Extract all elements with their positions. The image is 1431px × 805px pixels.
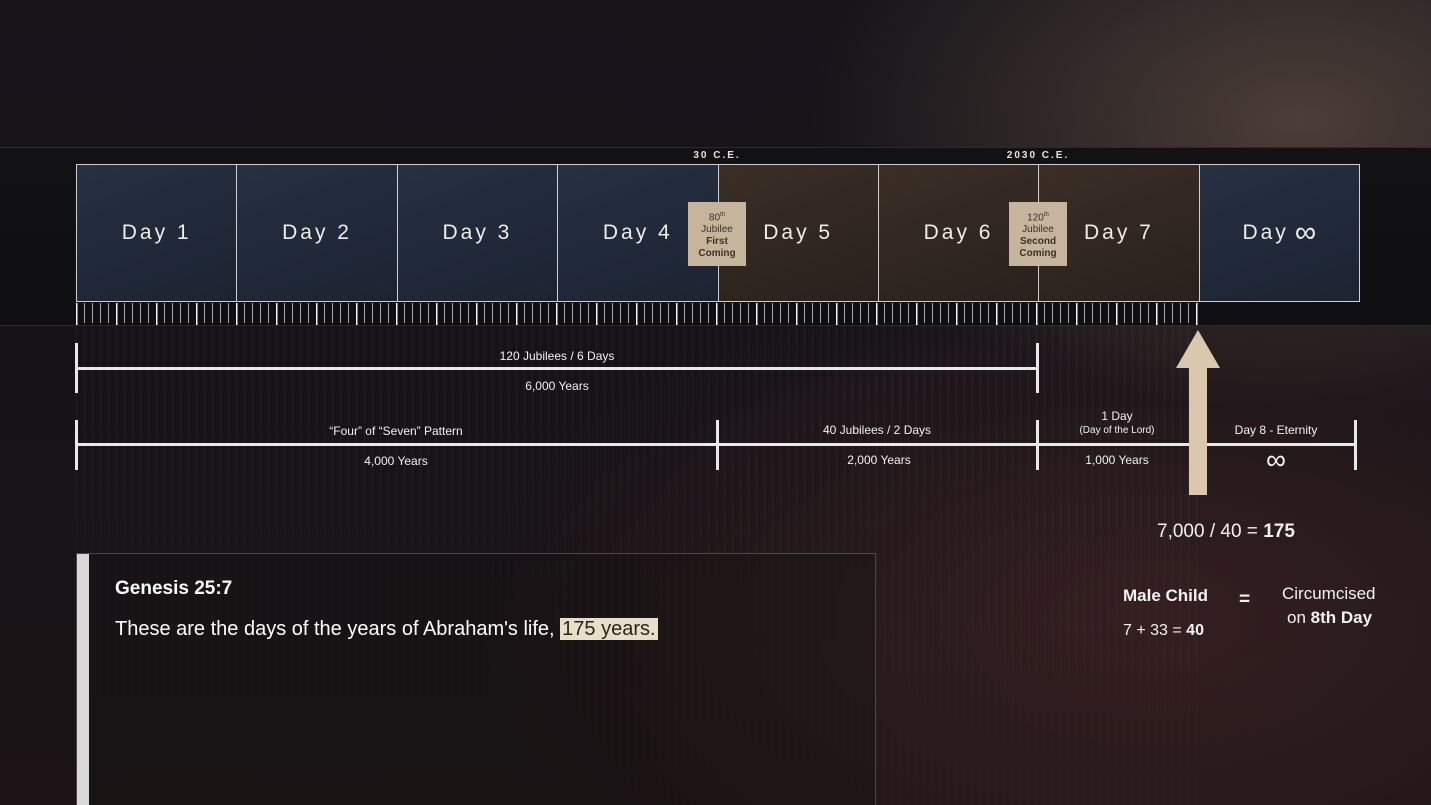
day-1-cell: Day 1 bbox=[77, 165, 238, 301]
male-child-label: Male Child bbox=[1123, 586, 1209, 605]
scripture-panel: Genesis 25:7 These are the days of the y… bbox=[76, 553, 876, 805]
jubilee-120-box: 120th Jubilee Second Coming bbox=[1009, 202, 1067, 266]
jubilee-80-box: 80th Jubilee First Coming bbox=[688, 202, 746, 266]
circumcised-label: Circumcised bbox=[1282, 584, 1376, 603]
span-6000-bottom-label: 6,000 Years bbox=[525, 379, 589, 393]
span-row2-cap-end bbox=[1354, 420, 1357, 470]
jubilee-80-number: 80th bbox=[708, 212, 726, 224]
scripture-accent-bar bbox=[77, 554, 89, 805]
day-7-label: Day 7 bbox=[1084, 221, 1154, 244]
span-row2-cap-4000 bbox=[716, 420, 719, 470]
day-2-label: Day 2 bbox=[282, 221, 352, 244]
years-2000-label: 2,000 Years bbox=[847, 453, 911, 467]
day-5-label: Day 5 bbox=[763, 221, 834, 244]
day-4-label: Day 4 bbox=[602, 221, 673, 244]
equation-result: 175 bbox=[1263, 521, 1295, 542]
day-3-cell: Day 3 bbox=[397, 165, 559, 301]
on-8th-day-label: on 8th Day bbox=[1287, 608, 1373, 627]
equation-lhs: 7,000 / 40 = bbox=[1157, 521, 1258, 542]
jubilee-80-first: First bbox=[706, 236, 728, 248]
scripture-reference: Genesis 25:7 bbox=[115, 578, 233, 599]
eternity-infinity-icon: ∞ bbox=[1266, 444, 1286, 475]
day-8-arrow-icon bbox=[1176, 330, 1220, 495]
span-row2-cap-start bbox=[75, 420, 78, 470]
marker-30-ce: 30 C.E. bbox=[693, 150, 741, 161]
years-4000-label: 4,000 Years bbox=[364, 454, 428, 468]
jubilee-120-coming: Coming bbox=[1019, 248, 1057, 260]
jubilee-80-coming: Coming bbox=[698, 248, 736, 260]
years-1000-label: 1,000 Years bbox=[1085, 453, 1149, 467]
day-6-label: Day 6 bbox=[923, 221, 994, 244]
male-child-calc: 7 + 33 = 40 bbox=[1123, 622, 1204, 639]
scripture-text: These are the days of the years of Abrah… bbox=[115, 618, 658, 640]
jubilee-120-word: Jubilee bbox=[1022, 224, 1054, 236]
equals-sign: = bbox=[1239, 589, 1251, 610]
one-day-label: 1 Day bbox=[1101, 409, 1133, 423]
span-6000-top-label: 120 Jubilees / 6 Days bbox=[499, 349, 615, 363]
day-2-cell: Day 2 bbox=[237, 165, 398, 301]
four-of-seven-label: “Four” of “Seven” Pattern bbox=[329, 424, 463, 438]
jubilees-40-label: 40 Jubilees / 2 Days bbox=[822, 423, 932, 437]
band-bottom-edge bbox=[0, 325, 1431, 326]
infinity-icon: ∞ bbox=[1294, 216, 1317, 249]
band-top-edge bbox=[0, 147, 1431, 148]
day-of-the-lord-label: (Day of the Lord) bbox=[1079, 425, 1155, 436]
day-1-label: Day 1 bbox=[121, 221, 192, 244]
span-6000-line bbox=[76, 367, 1039, 370]
jubilee-80-word: Jubilee bbox=[701, 224, 733, 236]
day-3-label: Day 3 bbox=[442, 221, 513, 244]
day-infinity-cell: Day ∞ bbox=[1199, 165, 1359, 301]
tick-ruler-major bbox=[76, 303, 1198, 325]
equation-7000-40: 7,000 / 40 = 175 bbox=[1157, 521, 1295, 543]
span-row2-cap-6000 bbox=[1036, 420, 1039, 470]
day-7-cell: Day 7 bbox=[1039, 165, 1200, 301]
jubilee-120-second: Second bbox=[1019, 236, 1057, 248]
jubilee-120-number: 120th bbox=[1027, 212, 1049, 224]
marker-2030-ce: 2030 C.E. bbox=[1006, 150, 1070, 161]
day-8-eternity-label: Day 8 - Eternity bbox=[1234, 423, 1318, 437]
day-infinity-label: Day bbox=[1242, 221, 1289, 244]
background-grid-lines bbox=[76, 325, 1198, 805]
scripture-highlight: 175 years. bbox=[560, 618, 658, 640]
